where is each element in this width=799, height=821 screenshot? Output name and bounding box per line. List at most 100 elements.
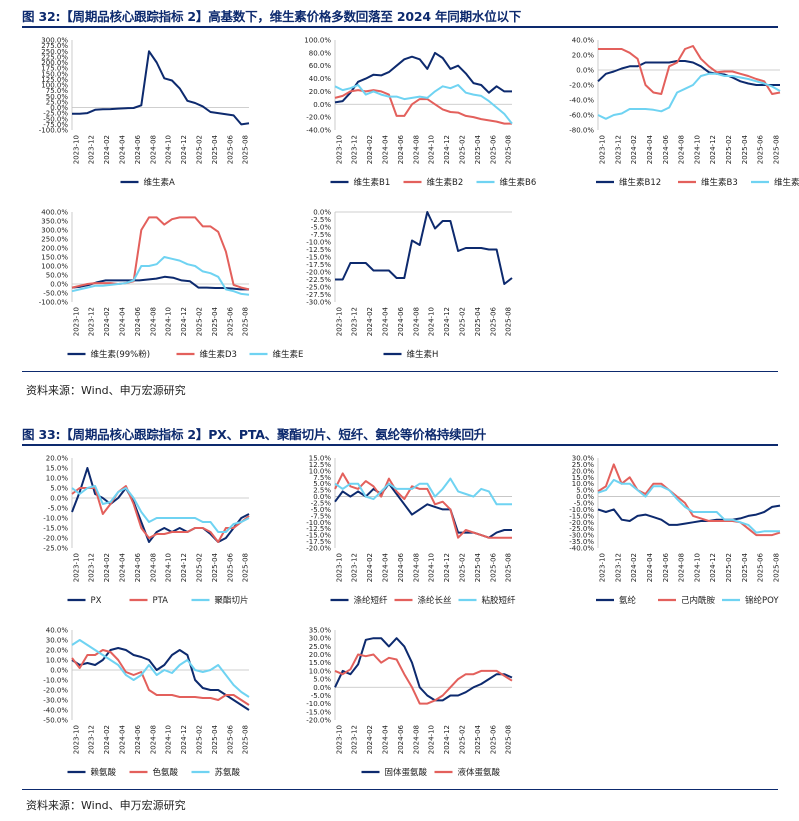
y-tick-label: 5.0% <box>50 485 68 493</box>
y-tick-label: -100.0% <box>39 127 69 135</box>
chart-vitamin-a: -100.0%-75.0%-50.0%-25.0%0.0%25.0%50.0%7… <box>39 37 250 189</box>
series-line <box>334 482 512 539</box>
legend-label: 维生素A <box>144 177 176 188</box>
y-tick-label: -15.0% <box>306 254 331 262</box>
x-tick-label: 2024-10 <box>693 135 701 164</box>
series-line <box>597 463 781 537</box>
x-tick-label: 2025-08 <box>773 135 781 164</box>
y-tick-label: -15.0% <box>569 512 594 520</box>
x-tick-label: 2025-08 <box>242 553 250 582</box>
x-tick-label: 2025-02 <box>195 135 203 164</box>
x-tick-label: 2023-10 <box>72 307 80 336</box>
y-tick-label: 15.0% <box>46 465 69 473</box>
figure33-source: 资料来源：Wind、申万宏源研究 <box>26 799 186 812</box>
y-tick-label: 20.0% <box>46 647 69 655</box>
y-tick-label: 80.0% <box>309 49 332 57</box>
x-tick-label: 2024-06 <box>134 552 142 582</box>
x-tick-label: 2024-08 <box>149 307 157 336</box>
y-tick-label: -50.0% <box>43 717 68 725</box>
x-tick-label: 2024-10 <box>428 725 436 754</box>
y-tick-label: -10.0% <box>306 519 331 527</box>
y-tick-label: 5.0% <box>313 676 331 684</box>
y-tick-label: -20.0% <box>569 82 594 90</box>
x-tick-label: 2024-08 <box>412 307 420 336</box>
y-tick-label: 5.0% <box>576 487 594 495</box>
y-tick-label: 250.0% <box>41 48 68 56</box>
y-tick-label: 175.0% <box>41 65 68 73</box>
y-tick-label: 15.0% <box>572 474 595 482</box>
legend-label: 固体蛋氨酸 <box>385 767 428 778</box>
x-tick-label: 2023-10 <box>335 553 343 582</box>
x-tick-label: 2023-12 <box>614 135 622 164</box>
x-tick-label: 2024-02 <box>366 307 374 336</box>
series-line <box>334 51 512 104</box>
legend-label: 维生素B6 <box>500 177 537 188</box>
x-tick-label: 2024-10 <box>165 725 173 754</box>
y-tick-label: -50.0% <box>43 290 68 298</box>
y-tick-label: -25.0% <box>43 110 68 118</box>
y-tick-label: 25.0% <box>572 461 595 469</box>
y-tick-label: -30.0% <box>306 299 331 307</box>
x-tick-label: 2024-06 <box>134 306 142 336</box>
x-tick-label: 2023-12 <box>88 725 96 754</box>
x-tick-label: 2025-06 <box>489 552 497 582</box>
y-tick-label: -20.0% <box>569 519 594 527</box>
legend-label: 涤纶短纤 <box>354 595 389 606</box>
x-tick-label: 2023-12 <box>88 135 96 164</box>
x-tick-label: 2024-06 <box>134 134 142 164</box>
x-tick-label: 2025-08 <box>505 725 513 754</box>
y-tick-label: 0.0% <box>313 493 331 501</box>
chart-staple-fiber: -20.0%-17.5%-15.0%-12.5%-10.0%-7.5%-5.0%… <box>306 455 517 607</box>
x-tick-label: 2024-04 <box>119 134 127 164</box>
x-tick-label: 2025-04 <box>474 724 482 754</box>
series-line <box>598 45 781 95</box>
y-tick-label: 100.0% <box>41 82 68 90</box>
series-line <box>334 84 513 125</box>
series-line <box>597 504 781 526</box>
y-tick-label: -75.0% <box>43 121 68 129</box>
y-tick-label: -2.5% <box>311 500 332 508</box>
x-tick-label: 2024-10 <box>428 135 436 164</box>
legend-label: 维生素(99%粉) <box>91 349 151 360</box>
series-line <box>334 89 512 125</box>
series-line <box>71 467 250 543</box>
x-tick-label: 2024-12 <box>443 725 451 754</box>
series-line <box>335 211 513 285</box>
x-tick-label: 2024-12 <box>443 553 451 582</box>
y-tick-label: 300.0% <box>41 37 68 45</box>
x-tick-label: 2024-06 <box>134 724 142 754</box>
y-tick-label: 40.0% <box>572 37 595 45</box>
x-tick-label: 2024-04 <box>382 552 390 582</box>
x-tick-label: 2025-08 <box>242 725 250 754</box>
x-tick-label: 2023-10 <box>72 135 80 164</box>
x-tick-label: 2025-08 <box>773 553 781 582</box>
y-tick-label: 275.0% <box>41 42 68 50</box>
chart-amino-acids: -50.0% -40.0% -30.0% -20.0% -10.0% 0.0% 10.0% 2… <box>43 627 250 779</box>
x-tick-label: 2025-06 <box>489 134 497 164</box>
y-tick-label: -15.0% <box>306 708 331 716</box>
x-tick-label: 2024-02 <box>366 135 374 164</box>
y-tick-label: -12.5% <box>306 246 331 254</box>
series-line <box>71 485 250 533</box>
figure33-top-rule <box>22 444 778 446</box>
x-tick-label: 2024-02 <box>630 135 638 164</box>
x-tick-label: 2024-06 <box>397 724 405 754</box>
y-tick-label: 0.0% <box>50 495 68 503</box>
y-tick-label: 30.0% <box>309 635 332 643</box>
y-tick-label: -5.0% <box>574 500 595 508</box>
series-line <box>71 275 249 291</box>
x-tick-label: 2024-12 <box>443 135 451 164</box>
y-tick-label: -10.0% <box>306 700 331 708</box>
x-tick-label: 2024-10 <box>165 553 173 582</box>
legend-label: 维生素B12 <box>619 177 661 188</box>
y-tick-label: 250.0% <box>41 236 68 244</box>
legend-label: 粘胶短纤 <box>482 595 517 606</box>
y-tick-label: 40.0% <box>309 75 332 83</box>
series-line <box>334 637 513 702</box>
y-tick-label: -17.5% <box>306 261 331 269</box>
legend-label: 聚酯切片 <box>215 595 249 606</box>
y-tick-label: 20.0% <box>309 88 332 96</box>
x-tick-label: 2025-04 <box>211 724 219 754</box>
x-tick-label: 2024-06 <box>397 134 405 164</box>
y-tick-label: 20.0% <box>46 455 69 463</box>
